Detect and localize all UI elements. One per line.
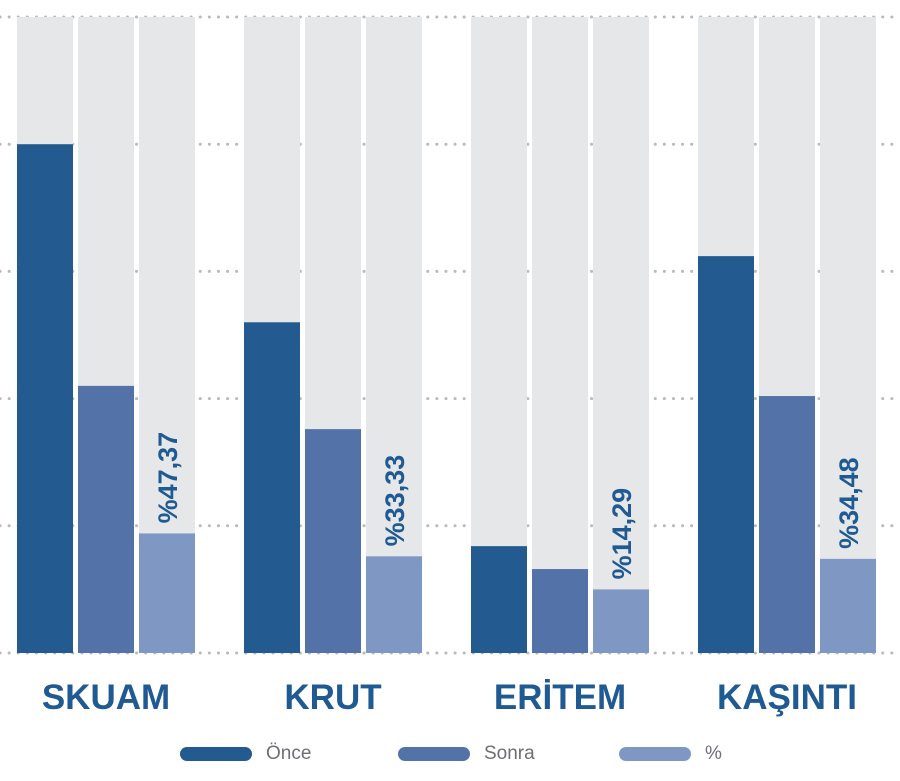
- percent-labels: %47,37 %33,33 %14,29 %34,48: [153, 432, 864, 580]
- legend-swatch-percent: [619, 747, 691, 761]
- bar-track: [532, 17, 588, 653]
- percent-label: %33,33: [380, 455, 410, 547]
- legend: Önce Sonra %: [0, 740, 900, 770]
- bar-skuam-once: [17, 144, 73, 653]
- legend-item-percent: %: [619, 740, 722, 768]
- bar-chart: %47,37 %33,33 %14,29 %34,48 SKUAM KRUT ERİTEM…: [0, 15, 900, 717]
- bar-eri̇tem-once: [471, 546, 527, 653]
- bars: [17, 144, 876, 653]
- legend-swatch-sonra: [398, 747, 470, 761]
- legend-label-sonra: Sonra: [484, 743, 535, 764]
- bar-skuam-percent: [139, 533, 195, 653]
- category-label: KRUT: [284, 678, 381, 717]
- bar-krut-sonra: [305, 429, 361, 653]
- legend-item-sonra: Sonra: [398, 740, 535, 768]
- percent-label: %47,37: [153, 432, 183, 524]
- category-label: KAŞINTI: [717, 678, 857, 717]
- bar-eri̇tem-sonra: [532, 569, 588, 653]
- category-label: SKUAM: [42, 678, 170, 717]
- percent-label: %34,48: [834, 457, 864, 549]
- category-label: ERİTEM: [494, 678, 626, 717]
- bar-kaşinti-once: [698, 256, 754, 653]
- legend-label-once: Önce: [266, 743, 312, 764]
- bar-krut-once: [244, 322, 300, 653]
- legend-item-once: Önce: [180, 740, 311, 768]
- percent-label: %14,29: [607, 488, 637, 580]
- bar-track: [820, 17, 876, 653]
- category-labels: SKUAM KRUT ERİTEM KAŞINTI: [42, 678, 857, 717]
- bar-kaşinti-percent: [820, 558, 876, 653]
- bar-track: [366, 17, 422, 653]
- legend-swatch-once: [180, 747, 252, 761]
- bar-krut-percent: [366, 556, 422, 653]
- bar-kaşinti-sonra: [759, 396, 815, 653]
- bar-skuam-sonra: [78, 385, 134, 653]
- bar-track: [593, 17, 649, 653]
- legend-label-percent: %: [705, 743, 722, 764]
- bar-eri̇tem-percent: [593, 589, 649, 653]
